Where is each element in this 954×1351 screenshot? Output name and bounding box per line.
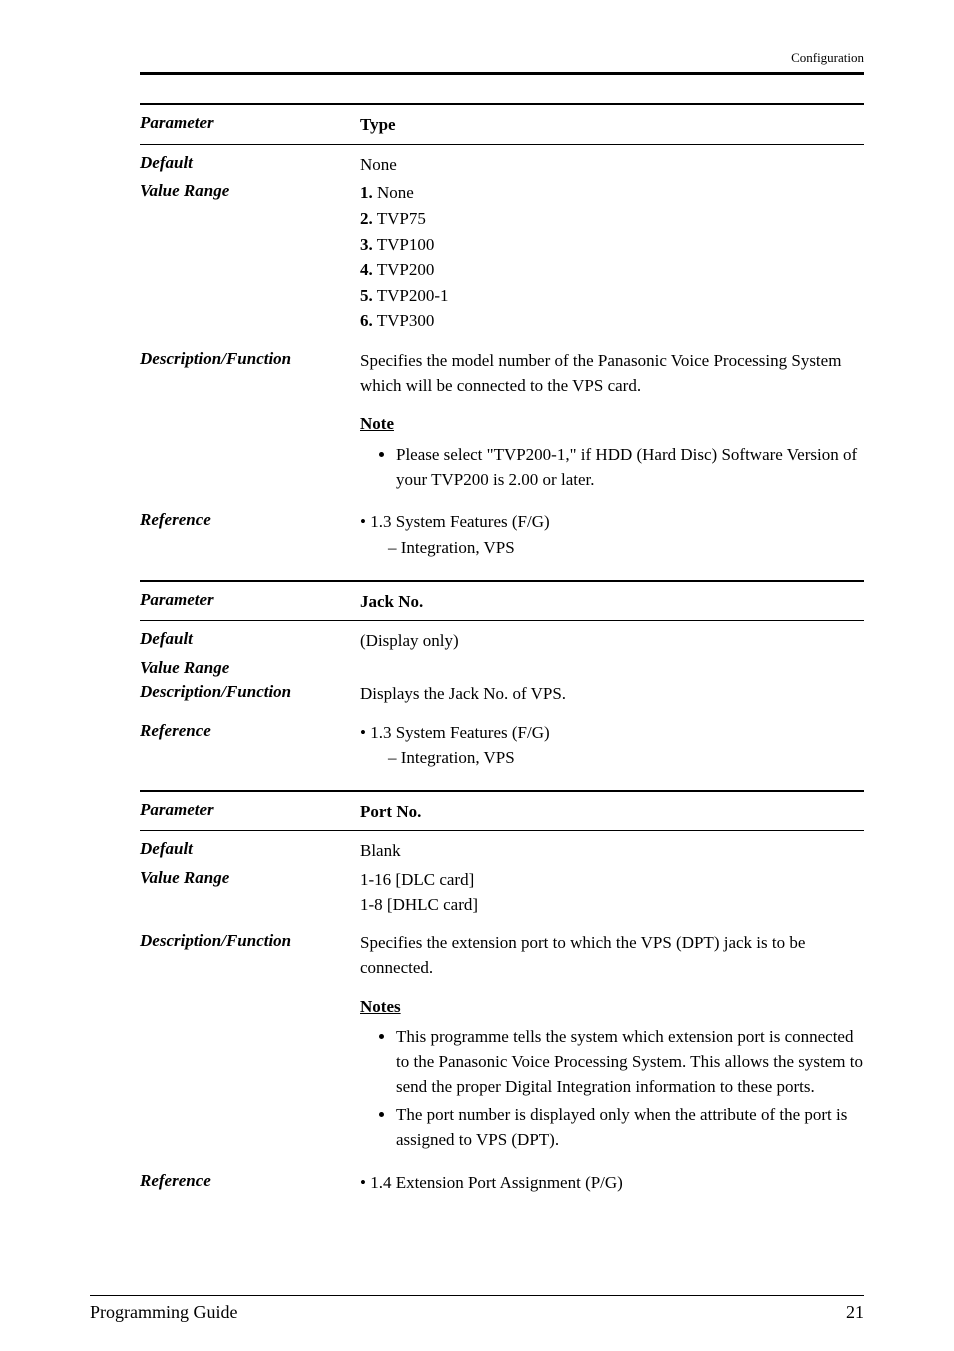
- enum-item: 1. None: [360, 181, 864, 206]
- desc-label: Description/Function: [140, 931, 360, 951]
- desc-value: Displays the Jack No. of VPS.: [360, 682, 864, 707]
- block1-under-param-rule: [140, 144, 864, 145]
- note-bullets: Please select "TVP200-1," if HDD (Hard D…: [360, 443, 864, 492]
- notes-bullet: The port number is displayed only when t…: [396, 1103, 864, 1152]
- value-range-label: Value Range: [140, 181, 360, 201]
- ref-line: • 1.3 System Features (F/G): [360, 510, 864, 535]
- ref-label: Reference: [140, 721, 360, 741]
- ref-line: • 1.3 System Features (F/G): [360, 721, 864, 746]
- block2-under-param-rule: [140, 620, 864, 621]
- ref-value: • 1.4 Extension Port Assignment (P/G): [360, 1171, 864, 1197]
- block3-default-row: Default Blank: [140, 839, 864, 864]
- block2-top-rule: [140, 580, 864, 582]
- default-label: Default: [140, 153, 360, 173]
- desc-value: Specifies the extension port to which th…: [360, 931, 864, 1156]
- parameter-value: Jack No.: [360, 590, 864, 615]
- block2-value-range-row: Value Range: [140, 658, 864, 678]
- ref-label: Reference: [140, 1171, 360, 1191]
- notes-heading: Notes: [360, 995, 864, 1020]
- block1-default-row: Default None: [140, 153, 864, 178]
- ref-value: • 1.3 System Features (F/G) – Integratio…: [360, 721, 864, 772]
- value-range-label: Value Range: [140, 658, 360, 678]
- block2-default-row: Default (Display only): [140, 629, 864, 654]
- footer-left: Programming Guide: [90, 1302, 237, 1323]
- running-head: Configuration: [140, 50, 864, 66]
- ref-sub-line: – Integration, VPS: [360, 536, 864, 561]
- parameter-label: Parameter: [140, 113, 360, 133]
- block1-parameter-row: Parameter Type: [140, 113, 864, 138]
- default-value: Blank: [360, 839, 864, 864]
- header-rule: [140, 72, 864, 75]
- parameter-label: Parameter: [140, 800, 360, 820]
- note-bullet: Please select "TVP200-1," if HDD (Hard D…: [396, 443, 864, 492]
- value-range-list: 1. None 2. TVP75 3. TVP100 4. TVP200 5. …: [360, 181, 864, 335]
- parameter-value: Type: [360, 113, 864, 138]
- notes-bullets: This programme tells the system which ex…: [360, 1025, 864, 1152]
- default-value: None: [360, 153, 864, 178]
- footer-page-number: 21: [846, 1302, 864, 1323]
- default-label: Default: [140, 839, 360, 859]
- value-range-line: 1-8 [DHLC card]: [360, 893, 864, 918]
- value-range-lines: 1-16 [DLC card] 1-8 [DHLC card]: [360, 868, 864, 917]
- block3-top-rule: [140, 790, 864, 792]
- default-label: Default: [140, 629, 360, 649]
- page-footer: Programming Guide 21: [90, 1295, 864, 1323]
- enum-item: 6. TVP300: [360, 309, 864, 334]
- value-range-label: Value Range: [140, 868, 360, 888]
- desc-value: Specifies the model number of the Panaso…: [360, 349, 864, 496]
- ref-value: • 1.3 System Features (F/G) – Integratio…: [360, 510, 864, 561]
- desc-text: Specifies the model number of the Panaso…: [360, 349, 864, 398]
- note-heading: Note: [360, 412, 864, 437]
- value-range-line: 1-16 [DLC card]: [360, 868, 864, 893]
- block2-desc-row: Description/Function Displays the Jack N…: [140, 682, 864, 707]
- block3-value-range-row: Value Range 1-16 [DLC card] 1-8 [DHLC ca…: [140, 868, 864, 917]
- block3-under-param-rule: [140, 830, 864, 831]
- enum-item: 2. TVP75: [360, 207, 864, 232]
- desc-label: Description/Function: [140, 349, 360, 369]
- desc-label: Description/Function: [140, 682, 360, 702]
- ref-sub-line: – Integration, VPS: [360, 746, 864, 771]
- ref-label: Reference: [140, 510, 360, 530]
- enum-item: 3. TVP100: [360, 233, 864, 258]
- page: Configuration Parameter Type Default Non…: [0, 0, 954, 1351]
- block3-desc-row: Description/Function Specifies the exten…: [140, 931, 864, 1156]
- parameter-label: Parameter: [140, 590, 360, 610]
- notes-bullet: This programme tells the system which ex…: [396, 1025, 864, 1099]
- block1-desc-row: Description/Function Specifies the model…: [140, 349, 864, 496]
- block2-ref-row: Reference • 1.3 System Features (F/G) – …: [140, 721, 864, 772]
- enum-item: 5. TVP200-1: [360, 284, 864, 309]
- ref-line: • 1.4 Extension Port Assignment (P/G): [360, 1171, 864, 1196]
- default-value: (Display only): [360, 629, 864, 654]
- desc-text: Specifies the extension port to which th…: [360, 931, 864, 980]
- block1-ref-row: Reference • 1.3 System Features (F/G) – …: [140, 510, 864, 561]
- parameter-value: Port No.: [360, 800, 864, 825]
- block1-value-range-row: Value Range 1. None 2. TVP75 3. TVP100 4…: [140, 181, 864, 335]
- block3-ref-row: Reference • 1.4 Extension Port Assignmen…: [140, 1171, 864, 1197]
- block3-parameter-row: Parameter Port No.: [140, 800, 864, 825]
- block2-parameter-row: Parameter Jack No.: [140, 590, 864, 615]
- enum-item: 4. TVP200: [360, 258, 864, 283]
- block1-top-rule: [140, 103, 864, 105]
